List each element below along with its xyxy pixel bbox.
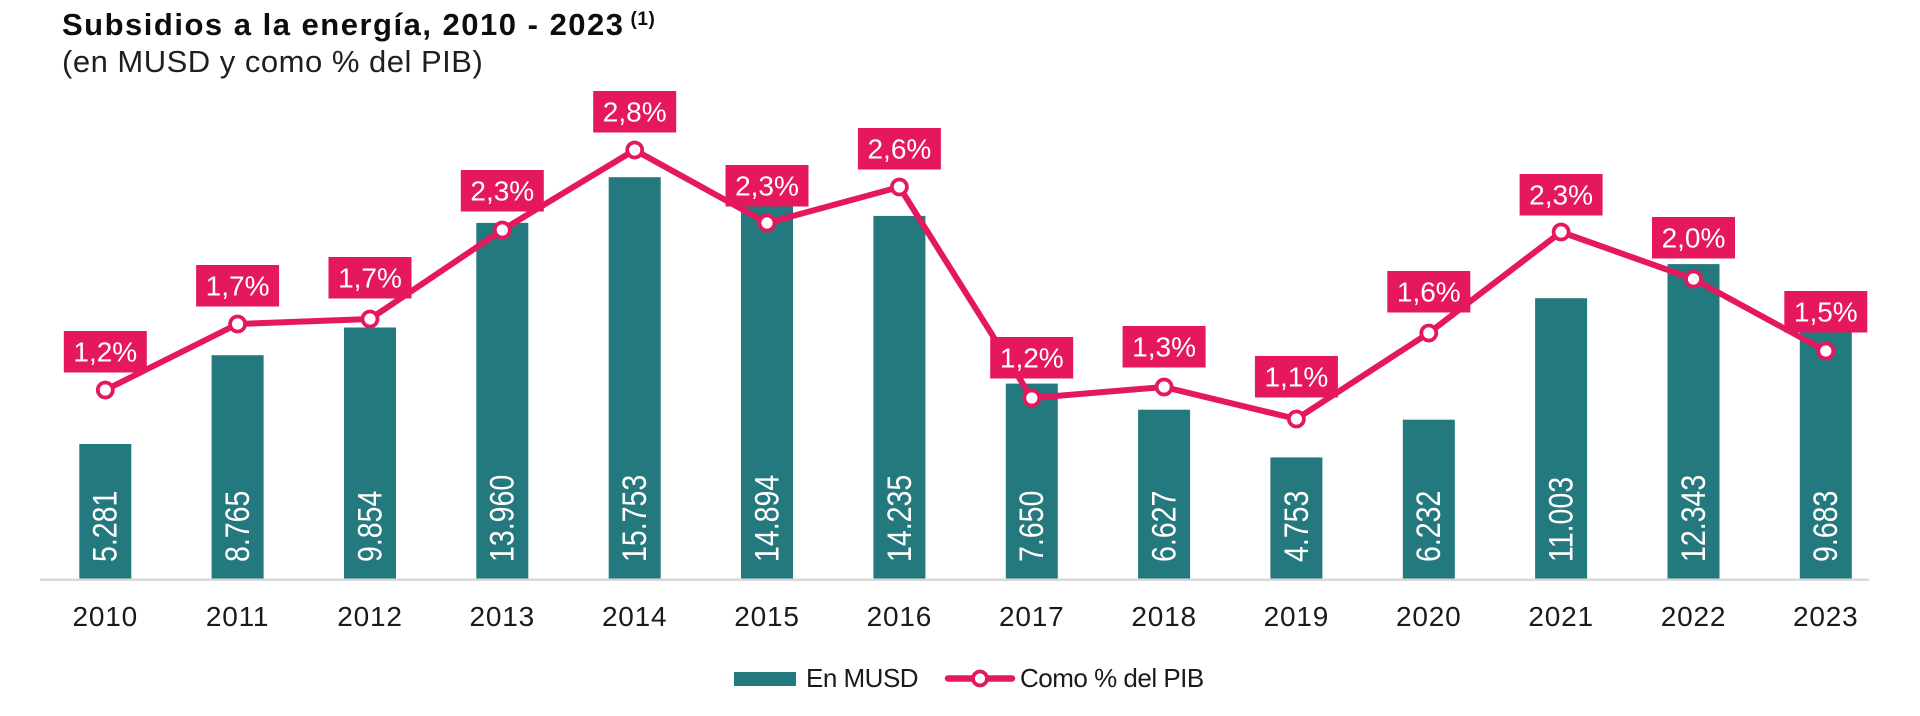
svg-text:2020: 2020 xyxy=(1396,601,1462,632)
svg-text:1,2%: 1,2% xyxy=(73,336,137,367)
svg-text:7.650: 7.650 xyxy=(1013,491,1051,562)
svg-text:1,6%: 1,6% xyxy=(1397,276,1461,307)
svg-text:En MUSD: En MUSD xyxy=(806,663,918,693)
svg-text:6.627: 6.627 xyxy=(1145,491,1183,562)
svg-text:2014: 2014 xyxy=(602,601,668,632)
svg-text:Subsidios a la energía, 2010 -: Subsidios a la energía, 2010 - 2023 (1) xyxy=(62,7,655,42)
svg-text:2,3%: 2,3% xyxy=(1529,179,1593,210)
svg-text:2017: 2017 xyxy=(999,601,1065,632)
svg-text:2022: 2022 xyxy=(1661,601,1727,632)
svg-text:(en MUSD y como % del PIB): (en MUSD y como % del PIB) xyxy=(62,44,483,79)
svg-text:1,3%: 1,3% xyxy=(1132,331,1196,362)
svg-text:12.343: 12.343 xyxy=(1675,475,1713,562)
svg-text:8.765: 8.765 xyxy=(219,491,257,562)
svg-text:2,8%: 2,8% xyxy=(603,96,667,127)
svg-text:2011: 2011 xyxy=(206,601,269,632)
svg-text:1,7%: 1,7% xyxy=(206,270,270,301)
svg-text:2018: 2018 xyxy=(1131,601,1197,632)
svg-text:4.753: 4.753 xyxy=(1277,491,1315,562)
svg-text:14.894: 14.894 xyxy=(748,475,786,562)
svg-text:2015: 2015 xyxy=(734,601,800,632)
svg-text:1,7%: 1,7% xyxy=(338,262,402,293)
svg-text:2013: 2013 xyxy=(470,601,536,632)
svg-text:2016: 2016 xyxy=(867,601,933,632)
svg-text:1,5%: 1,5% xyxy=(1794,296,1858,327)
svg-text:11.003: 11.003 xyxy=(1542,477,1580,562)
svg-text:1,2%: 1,2% xyxy=(1000,342,1064,373)
svg-text:6.232: 6.232 xyxy=(1410,491,1448,562)
svg-text:2019: 2019 xyxy=(1264,601,1330,632)
svg-text:2021: 2021 xyxy=(1528,601,1594,632)
svg-text:14.235: 14.235 xyxy=(880,475,918,562)
svg-text:5.281: 5.281 xyxy=(86,491,124,562)
svg-text:2,0%: 2,0% xyxy=(1662,222,1726,253)
svg-text:9.683: 9.683 xyxy=(1807,491,1845,562)
svg-text:2,6%: 2,6% xyxy=(867,133,931,164)
svg-text:13.960: 13.960 xyxy=(483,475,521,562)
svg-text:2010: 2010 xyxy=(73,601,139,632)
svg-text:1,1%: 1,1% xyxy=(1264,361,1328,392)
svg-text:2023: 2023 xyxy=(1793,601,1859,632)
svg-text:2012: 2012 xyxy=(337,601,403,632)
svg-text:9.854: 9.854 xyxy=(351,491,389,562)
svg-text:Como % del PIB: Como % del PIB xyxy=(1020,663,1204,693)
svg-text:2,3%: 2,3% xyxy=(735,170,799,201)
svg-text:2,3%: 2,3% xyxy=(470,175,534,206)
svg-text:15.753: 15.753 xyxy=(616,475,654,562)
